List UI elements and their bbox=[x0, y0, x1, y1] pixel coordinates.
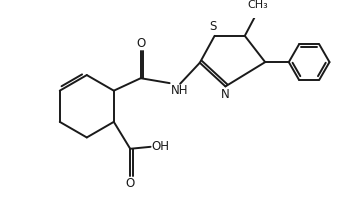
Text: O: O bbox=[136, 37, 145, 50]
Text: OH: OH bbox=[151, 140, 170, 153]
Text: CH₃: CH₃ bbox=[247, 0, 268, 10]
Text: S: S bbox=[209, 20, 217, 33]
Text: NH: NH bbox=[171, 84, 189, 97]
Text: N: N bbox=[221, 88, 230, 101]
Text: O: O bbox=[126, 177, 135, 190]
